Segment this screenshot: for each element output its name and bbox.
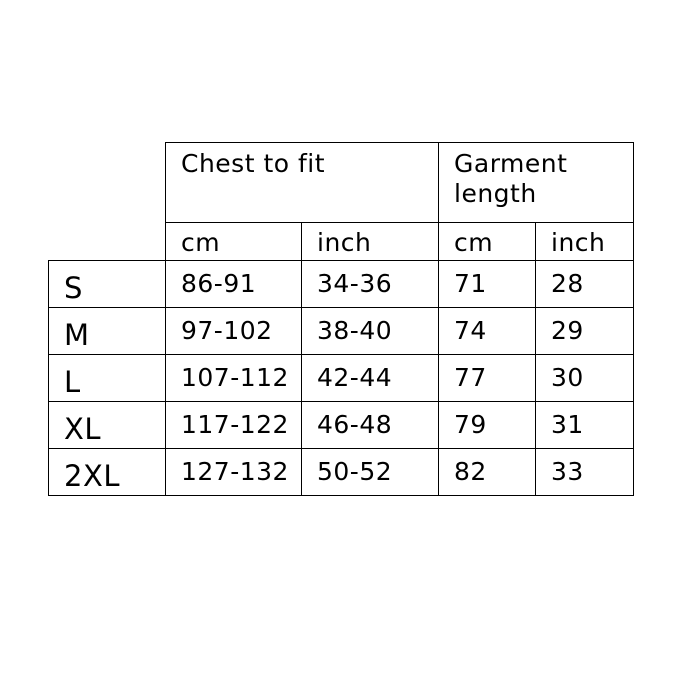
cell-chest-cm: 107-112 bbox=[165, 354, 302, 402]
unit-header: cm bbox=[165, 222, 302, 261]
cell-chest-inch: 50-52 bbox=[301, 448, 439, 496]
cell-size: XL bbox=[48, 401, 166, 449]
table-row: XL 117-122 46-48 79 31 bbox=[48, 401, 634, 449]
size-chart-table: Chest to fit Garment length cm inch cm i… bbox=[48, 142, 634, 496]
unit-header: inch bbox=[301, 222, 439, 261]
cell-length-cm: 79 bbox=[438, 401, 536, 449]
cell-chest-cm: 86-91 bbox=[165, 260, 302, 308]
cell-length-inch: 33 bbox=[535, 448, 634, 496]
cell-size: L bbox=[48, 354, 166, 402]
cell-chest-inch: 34-36 bbox=[301, 260, 439, 308]
unit-row: cm inch cm inch bbox=[49, 222, 634, 261]
cell-chest-cm: 97-102 bbox=[165, 307, 302, 355]
cell-length-inch: 30 bbox=[535, 354, 634, 402]
cell-chest-cm: 117-122 bbox=[165, 401, 302, 449]
cell-length-cm: 71 bbox=[438, 260, 536, 308]
empty-corner bbox=[49, 223, 166, 261]
table-row: M 97-102 38-40 74 29 bbox=[48, 307, 634, 355]
cell-size: S bbox=[48, 260, 166, 308]
table-row: S 86-91 34-36 71 28 bbox=[48, 260, 634, 308]
cell-chest-inch: 42-44 bbox=[301, 354, 439, 402]
cell-size: 2XL bbox=[48, 448, 166, 496]
header-garment-length: Garment length bbox=[438, 142, 634, 223]
cell-size: M bbox=[48, 307, 166, 355]
cell-length-cm: 77 bbox=[438, 354, 536, 402]
cell-length-inch: 28 bbox=[535, 260, 634, 308]
cell-chest-inch: 38-40 bbox=[301, 307, 439, 355]
unit-header: cm bbox=[438, 222, 536, 261]
cell-chest-inch: 46-48 bbox=[301, 401, 439, 449]
cell-length-inch: 31 bbox=[535, 401, 634, 449]
cell-chest-cm: 127-132 bbox=[165, 448, 302, 496]
empty-corner bbox=[49, 143, 166, 223]
table-row: 2XL 127-132 50-52 82 33 bbox=[48, 448, 634, 496]
table-row: L 107-112 42-44 77 30 bbox=[48, 354, 634, 402]
header-chest: Chest to fit bbox=[165, 142, 439, 223]
unit-header: inch bbox=[535, 222, 634, 261]
cell-length-cm: 74 bbox=[438, 307, 536, 355]
header-row: Chest to fit Garment length bbox=[49, 142, 634, 223]
cell-length-cm: 82 bbox=[438, 448, 536, 496]
cell-length-inch: 29 bbox=[535, 307, 634, 355]
